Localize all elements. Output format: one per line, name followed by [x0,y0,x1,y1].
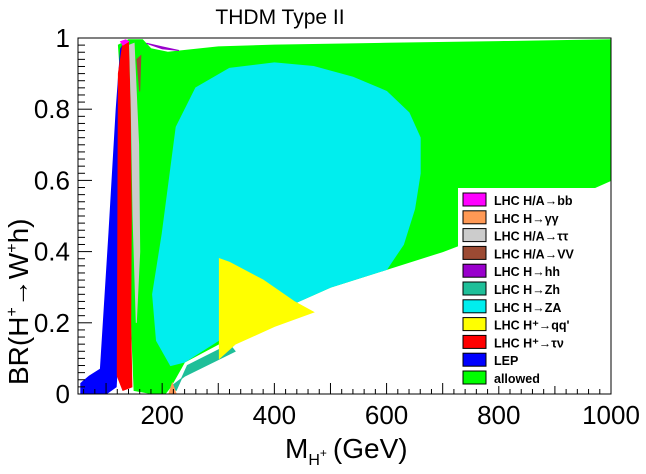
chart-title: THDM Type II [215,6,344,29]
legend-swatch [462,352,487,367]
legend: LHC H/A→bb LHC H→γγ LHC H/A→ττ LHC H/A→VV LH… [458,188,608,386]
x-axis-title-main: M [285,433,308,464]
y-axis-title-sup2: + [4,243,21,252]
x-axis-title-unit: (GeV) [333,433,408,464]
region-lhc-h-a--6 [129,42,141,323]
y-axis-title-arrow: →W [3,252,34,307]
region-lhc-h-qq--3 [218,257,315,360]
legend-label: LHC H⁺→τν [494,336,564,350]
legend-swatch [462,334,487,349]
y-axis-title-sup1: + [4,307,21,316]
y-axis-title: BR(H+→W+h) [3,219,34,385]
axis-ticks [78,37,612,395]
x-axis-title-sub: H [308,452,320,469]
legend-label: LHC H→Zh [494,283,560,297]
legend-swatch [462,245,487,260]
region-lhc-h--5 [116,40,133,392]
y-axis-title-part2: h) [3,219,34,244]
legend-label: LHC H→hh [494,265,560,279]
legend-label: LHC H→ZA [494,301,561,315]
legend-label: allowed [494,372,540,386]
y-tick-label: 0 [56,379,70,409]
legend-swatch [462,281,487,296]
legend-label: LHC H/A→VV [494,247,575,261]
y-tick-label: 0.6 [34,165,70,195]
legend-swatch [462,228,487,243]
y-tick-label: 0.4 [34,237,70,267]
legend-label: LEP [494,354,518,368]
region-lep-4 [80,43,125,395]
y-tick-label: 0.8 [34,94,70,124]
x-tick-label: 1000 [582,400,640,430]
scatter-regions [80,39,612,395]
legend-label: LHC H/A→bb [494,194,573,208]
legend-swatch [462,317,487,332]
x-tick-label: 800 [477,400,520,430]
region-lhc-h-a-bb-7 [119,39,130,46]
region-lhc-h-hh-10 [146,42,180,51]
tick-labels: 200 400 600 800 1000 0 0.2 0.4 0.6 0.8 1 [34,23,640,430]
y-tick-label: 0.2 [34,308,70,338]
y-axis-title-part1: BR(H [3,317,34,385]
x-axis-title-sup: + [320,446,327,460]
legend-swatch [462,210,487,225]
legend-entries: LHC H/A→bb LHC H→γγ LHC H/A→ττ LHC H/A→VV LH… [462,192,575,386]
legend-swatch [462,192,487,207]
region-lhc-h-a-vv-9 [136,54,142,92]
x-axis-title: MH+ (GeV) [285,433,408,469]
x-tick-label: 600 [365,400,408,430]
x-tick-label: 200 [140,400,183,430]
legend-swatch [462,370,487,385]
legend-swatch [462,263,487,278]
legend-label: LHC H/A→ττ [494,230,569,244]
legend-label: LHC H→γγ [494,212,559,226]
legend-swatch [462,299,487,314]
x-tick-label: 400 [253,400,296,430]
legend-label: LHC H⁺→qq' [494,319,570,333]
y-tick-label: 1 [56,23,70,53]
